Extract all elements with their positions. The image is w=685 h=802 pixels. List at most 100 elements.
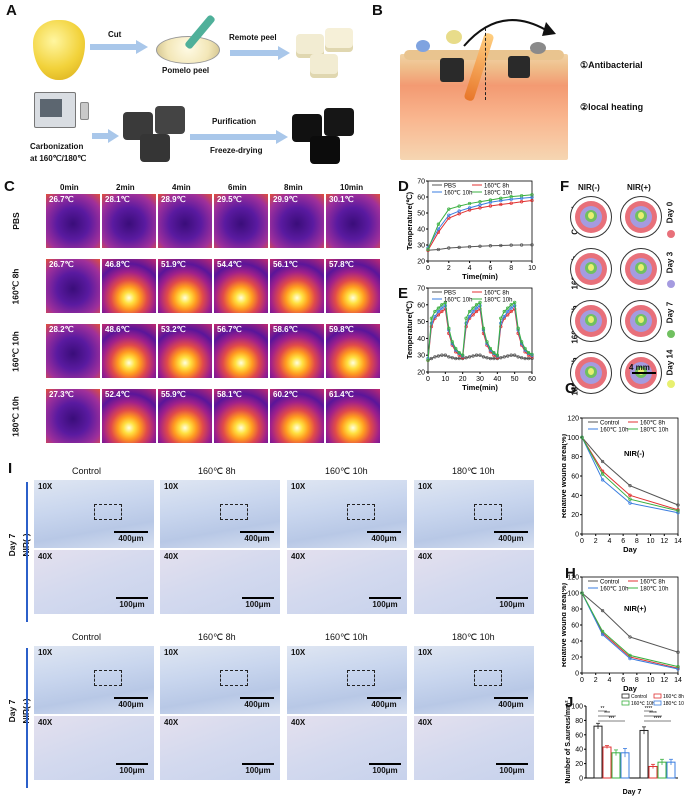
c-time-label: 6min: [228, 183, 247, 192]
y-tick-label: 70: [417, 179, 425, 186]
thermal-image: 29.9℃: [270, 194, 324, 248]
wound-day14: [588, 316, 594, 323]
thermal-temp: 29.5℃: [217, 195, 242, 204]
label-remote-peel: Remote peel: [229, 33, 277, 42]
data-point: [499, 356, 503, 360]
thermal-image: 26.7℃: [46, 259, 100, 313]
sig-label: **: [601, 706, 605, 712]
legend-label: 180℃ 10h: [663, 701, 684, 707]
data-point: [457, 356, 461, 361]
y-tick-label: 0: [579, 776, 583, 783]
mag-label: 40X: [291, 718, 306, 727]
arrow-remote-peel: [230, 46, 290, 60]
data-point: [440, 353, 444, 357]
f-scale-bar: [632, 372, 656, 374]
data-point: [509, 309, 513, 314]
x-tick-label: 12: [660, 677, 668, 684]
x-tick-label: 6: [621, 677, 625, 684]
thermal-image: 29.5℃: [214, 194, 268, 248]
chart-title: NIR(+): [624, 604, 647, 613]
scale-bar: 400μm: [494, 697, 528, 709]
x-tick-label: 8: [635, 677, 639, 684]
thermal-image: 58.1℃: [214, 389, 268, 443]
zoom-box: [220, 670, 248, 686]
bacteria-cluster-icon: [416, 40, 430, 52]
x-tick-label: 10: [647, 538, 655, 545]
thermal-temp: 46.8℃: [105, 260, 130, 269]
data-point: [457, 204, 461, 208]
x-axis-label: Day: [623, 545, 638, 554]
data-point: [488, 204, 493, 208]
y-tick-label: 80: [571, 454, 579, 461]
scale-bar-line: [114, 531, 148, 533]
data-point: [516, 355, 520, 359]
arrow-cut: [90, 40, 148, 54]
legend-swatch: [621, 700, 630, 706]
y-tick-label: 20: [575, 761, 583, 768]
legend-label: Control: [600, 580, 619, 586]
legend-label: 160℃ 8h: [640, 580, 665, 586]
scale-bar-label: 100μm: [245, 600, 271, 609]
scale-bar-line: [240, 697, 274, 699]
scale-bar: 400μm: [114, 531, 148, 543]
c-row-label: 160℃ 8h: [10, 268, 21, 305]
data-point: [471, 313, 475, 317]
scale-bar-label: 400μm: [118, 534, 144, 543]
data-point: [474, 309, 479, 314]
data-point: [478, 300, 482, 305]
x-tick-label: 14: [674, 677, 682, 684]
series-line: [427, 244, 533, 251]
plot-frame: [581, 417, 679, 535]
thermal-image: 28.9℃: [158, 194, 212, 248]
data-point: [478, 200, 482, 204]
y-tick-label: 120: [567, 575, 579, 582]
series-line: [581, 437, 679, 506]
data-point: [628, 635, 632, 639]
legend-label: 160℃ 8h: [663, 694, 684, 700]
data-point: [488, 244, 493, 248]
wound-day14: [638, 212, 644, 219]
mag-label: 40X: [38, 552, 53, 561]
thermal-temp: 55.9℃: [161, 390, 186, 399]
panel-label-c: C: [4, 178, 15, 195]
scale-bar-line: [242, 597, 274, 599]
thermal-image: 26.7℃: [46, 194, 100, 248]
panel-label-j: J: [565, 694, 574, 711]
data-point: [523, 356, 527, 361]
data-point: [530, 193, 534, 197]
label-antibacterial: ①Antibacterial: [580, 60, 643, 70]
series-line: [581, 437, 679, 512]
crucible-icon: [80, 102, 89, 120]
c-time-label: 0min: [60, 183, 79, 192]
data-point: [509, 201, 513, 205]
thermal-temp: 53.2℃: [161, 325, 186, 334]
data-point: [516, 326, 520, 330]
x-tick-label: 0: [426, 376, 430, 383]
bacteria-cluster-icon: [446, 30, 462, 44]
legend-label: 180℃ 10h: [640, 587, 668, 593]
series-line: [427, 200, 533, 251]
scaffold-right: [508, 56, 530, 78]
data-point: [509, 243, 513, 247]
chart-d: 0 2 4 6 8 10 20 30 40 50 60 70 Time(min) Temperature(…: [405, 179, 536, 282]
y-tick-label: 100: [567, 435, 579, 442]
zoom-box: [220, 504, 248, 520]
f-legend-dot: [667, 230, 675, 238]
data-point: [436, 247, 441, 252]
zoom-box: [94, 504, 122, 520]
y-tick-label: 20: [571, 655, 579, 662]
thermal-temp: 26.7℃: [49, 195, 74, 204]
data-point: [481, 326, 486, 330]
wound-map: [570, 352, 612, 394]
y-tick-label: 70: [417, 286, 425, 293]
thermal-image: 28.2℃: [46, 324, 100, 378]
data-point: [600, 632, 605, 637]
scale-bar-line: [240, 531, 274, 533]
thermal-temp: 60.2℃: [273, 390, 298, 399]
mag-label: 10X: [291, 482, 306, 491]
data-point: [509, 353, 513, 357]
wound-map: [620, 300, 662, 342]
panel-label-b: B: [372, 2, 383, 19]
histology-40x: 40X 100μm: [414, 716, 534, 780]
i-group-title: Control: [72, 466, 102, 476]
